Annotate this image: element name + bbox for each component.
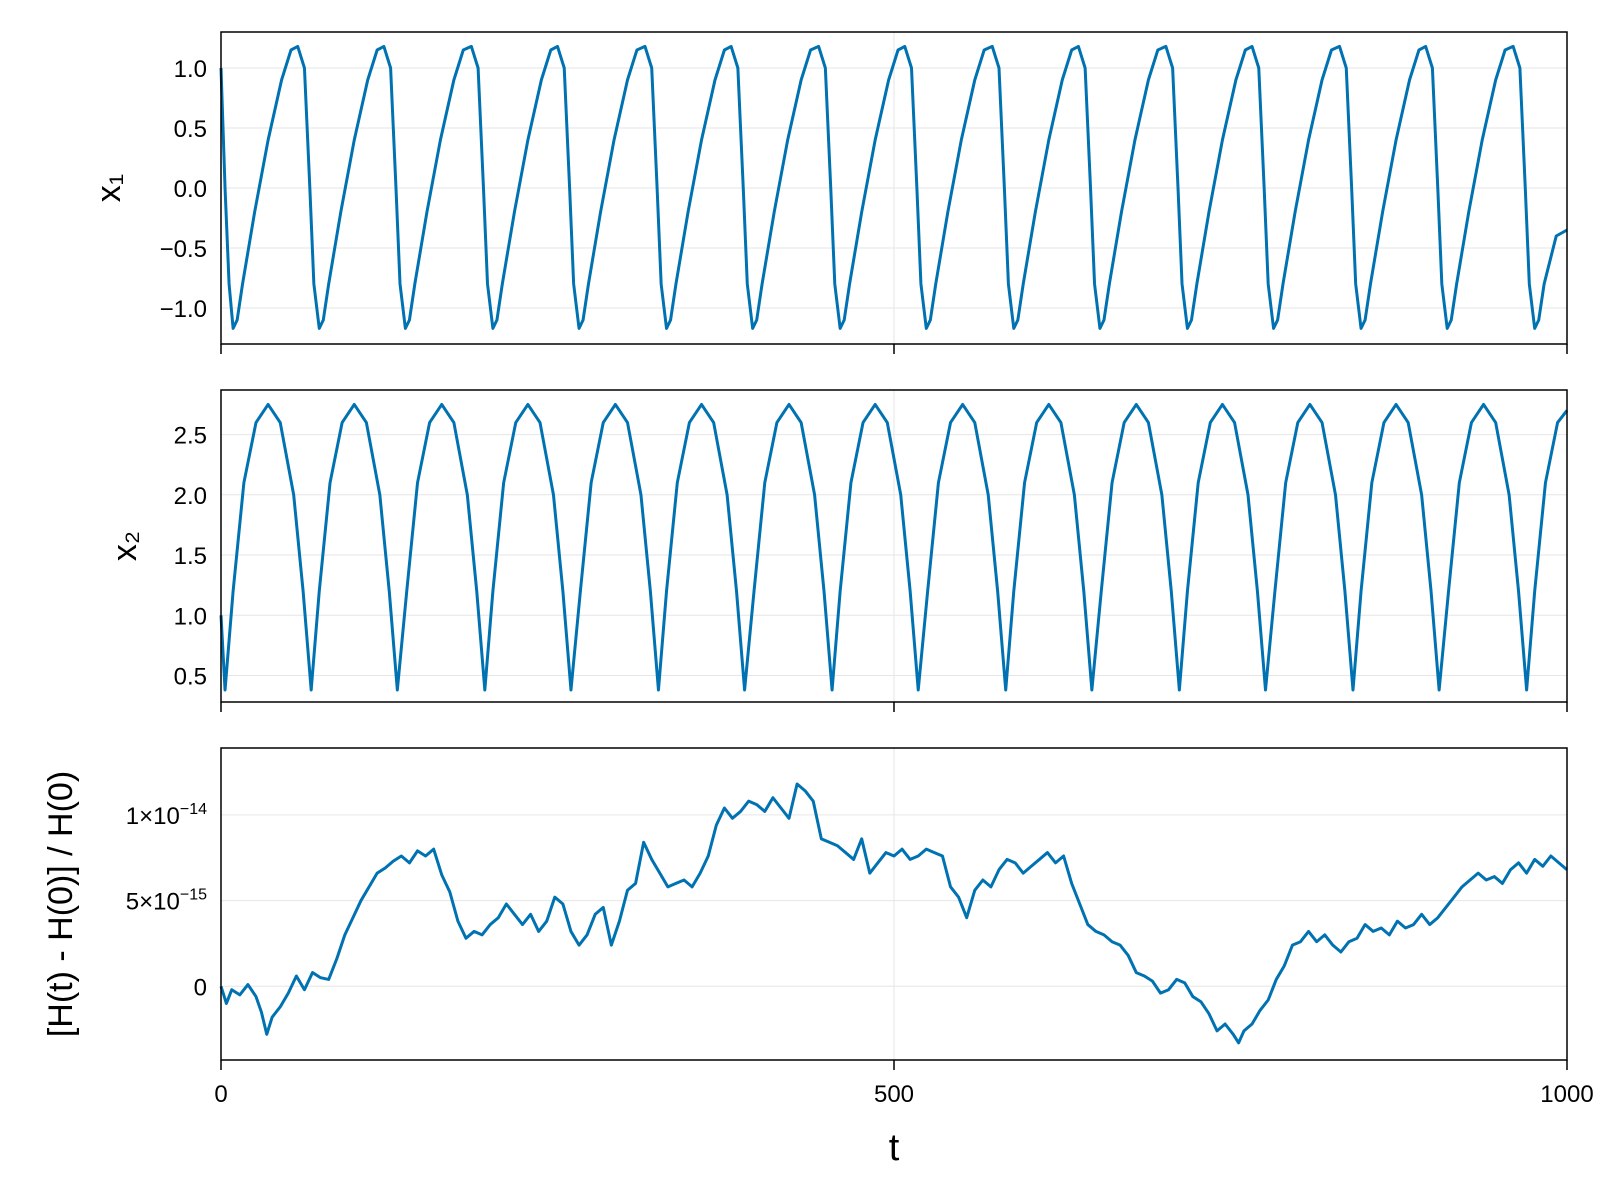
panel-energy-xlabel: t — [889, 1127, 900, 1169]
x2-ytick-label: 1.0 — [174, 603, 207, 630]
energy-ytick-label: 1×10−14 — [126, 801, 207, 830]
x1-ytick-label: 0.0 — [174, 176, 207, 203]
panel-x2-ticks: 0.5 1.0 1.5 2.0 2.5 — [174, 423, 1568, 712]
panel-x1: −1.0 −0.5 0.0 0.5 1.0 x₁ — [90, 31, 1568, 354]
x2-ytick-label: 0.5 — [174, 663, 207, 690]
energy-ytick-label: 0 — [194, 974, 207, 1001]
x2-ytick-label: 2.5 — [174, 423, 207, 450]
panel-x2-grid — [221, 390, 1567, 702]
x1-ytick-label: −1.0 — [160, 296, 207, 323]
energy-xtick-label: 500 — [874, 1081, 914, 1108]
panel-x1-series-line — [219, 44, 1568, 330]
panel-x2: 0.5 1.0 1.5 2.0 2.5 x₂ — [106, 389, 1569, 712]
x1-ytick-label: 0.5 — [174, 116, 207, 143]
x1-ytick-label: 1.0 — [174, 56, 207, 83]
x2-ytick-label: 2.0 — [174, 483, 207, 510]
panel-x2-series-line — [219, 402, 1569, 692]
x1-ytick-label: −0.5 — [160, 236, 207, 263]
panel-energy-grid — [221, 748, 1567, 1060]
panel-x1-ylabel: x₁ — [90, 174, 128, 202]
panel-x2-ylabel: x₂ — [106, 531, 144, 561]
energy-xtick-label: 1000 — [1540, 1081, 1593, 1108]
panel-x1-grid — [221, 32, 1567, 344]
energy-xtick-label: 0 — [214, 1081, 227, 1108]
panel-energy-series-line — [219, 782, 1568, 1045]
x2-ytick-label: 1.5 — [174, 543, 207, 570]
panel-x1-ticks: −1.0 −0.5 0.0 0.5 1.0 — [160, 56, 1568, 354]
panel-energy-ylabel: [H(t) - H(0)] / H(0) — [42, 771, 80, 1037]
